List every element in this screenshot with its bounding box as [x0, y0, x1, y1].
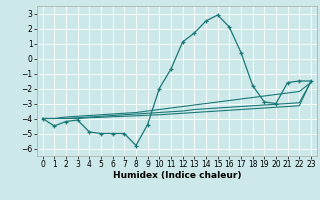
X-axis label: Humidex (Indice chaleur): Humidex (Indice chaleur): [113, 171, 241, 180]
